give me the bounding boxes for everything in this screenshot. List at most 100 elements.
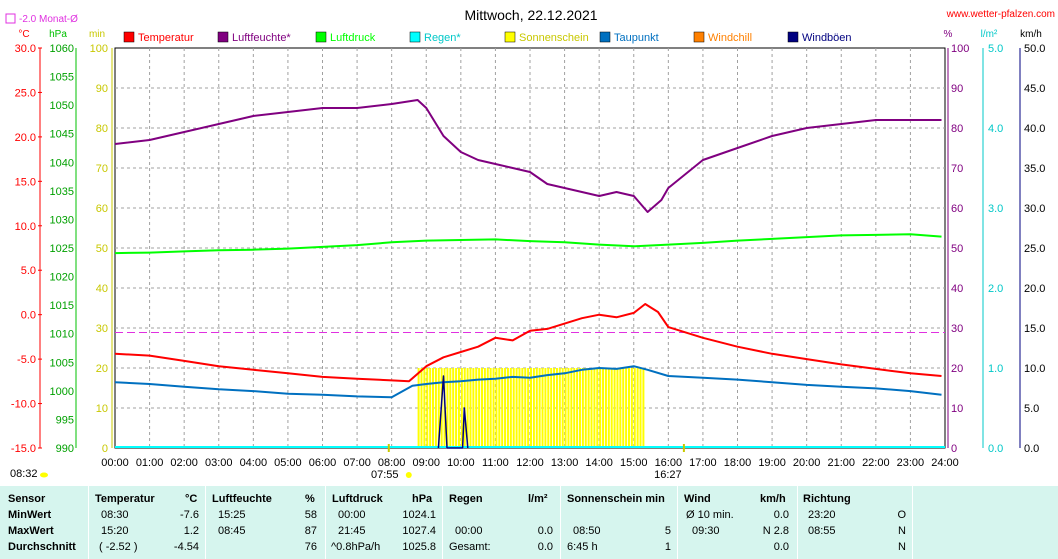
x-tick-label: 23:00 [897,457,925,469]
minutes-tick-label: 10 [96,403,108,415]
minutes-tick-label: 80 [96,123,108,135]
sunshine-bar [457,368,460,448]
humidity-tick-label: 0 [951,443,957,455]
wind-tick-label: 25.0 [1024,243,1045,255]
x-tick-label: 14:00 [585,457,613,469]
legend-swatch [693,31,705,43]
rain-tick-label: 4.0 [988,123,1003,135]
sunshine-bar [509,368,512,448]
cell-temp-time: 08:30 [101,509,129,521]
sunshine-bar [567,368,570,448]
legend-entry: Windchill [708,32,752,44]
legend-swatch [599,31,611,43]
sunshine-bar [561,368,564,448]
x-tick-label: 16:00 [655,457,683,469]
sunshine-bar [538,368,541,448]
humidity-tick-label: 100 [951,43,969,55]
temp-tick-label: -5.0 [17,354,36,366]
cell-temp-time: 15:20 [101,525,129,537]
hdr-temperatur: Temperatur [95,493,155,505]
legend-entry: Sonnenschein [519,32,589,44]
row-label: Durchschnitt [8,541,76,553]
pressure-unit: hPa [49,29,67,40]
legend-swatch [409,31,421,43]
cell-wind-val: 0.0 [773,509,789,521]
minutes-tick-label: 70 [96,163,108,175]
sunshine-bar [449,368,452,448]
sunshine-bar [515,368,518,448]
sunshine-bar [578,368,581,448]
sunshine-bar [429,368,432,448]
sunshine-bar [642,368,645,448]
x-tick-label: 13:00 [551,457,579,469]
sunshine-bar [527,368,530,448]
sunshine-bar [481,368,484,448]
sunshine-bar [437,368,440,448]
x-tick-label: 22:00 [862,457,890,469]
temp-tick-label: 15.0 [15,176,36,188]
sunshine-bar [492,368,495,448]
temp-tick-label: -15.0 [11,443,36,455]
month-avg-label: -2.0 Monat-Ø [19,14,78,25]
hdr-luftfeuchte-unit: % [305,493,315,505]
x-tick-label: 00:00 [101,457,129,469]
legend: Temperatur Luftfeuchte* Luftdruck Regen* Son… [123,31,852,44]
sunshine-bar [530,368,532,448]
pressure-tick-label: 1055 [50,72,74,84]
sunshine-bar [558,368,561,448]
rain-tick-label: 0.0 [988,443,1003,455]
minutes-tick-label: 40 [96,283,108,295]
pressure-tick-label: 995 [56,414,74,426]
wind-tick-label: 10.0 [1024,363,1045,375]
humidity-tick-label: 90 [951,83,963,95]
minutes-tick-label: 100 [90,43,108,55]
cell-hum-val: 76 [304,541,317,553]
humidity-tick-label: 40 [951,283,963,295]
pressure-tick-label: 1035 [50,186,74,198]
month-avg-icon [5,13,16,24]
pressure-tick-label: 1050 [50,100,74,112]
sunshine-bar [460,368,463,448]
temp-tick-label: 0.0 [21,310,36,322]
cell-press-time: ^0.8hPa/h [331,541,381,553]
legend-entry: Windböen [802,32,852,44]
weather-chart: Mittwoch, 22.12.2021 www.wetter-pfalzen.… [5,7,1055,481]
x-tick-label: 19:00 [758,457,786,469]
sunshine-bar [616,368,619,448]
sunshine-bar [573,368,576,448]
sunshine-bar [639,368,642,448]
sunshine-bar [596,368,599,448]
cell-sun-val: 5 [664,525,671,537]
sunshine-bar [423,368,426,448]
series-line-windboeen [437,375,469,449]
minutes-tick-label: 20 [96,363,108,375]
pressure-tick-label: 1015 [50,300,74,312]
sunshine-bar [498,368,501,448]
cell-press-time: 21:45 [338,525,366,537]
sunshine-bar [550,368,553,448]
sunshine-bar [478,368,481,448]
sunshine-bar [420,368,423,448]
sunshine-bar [475,368,478,448]
temp-unit: °C [18,29,29,40]
sunshine-bar [599,368,602,448]
sunshine-bar [622,368,625,448]
cell-dir-time: 08:55 [808,525,836,537]
pressure-tick-label: 1010 [50,329,74,341]
temp-tick-label: -10.0 [11,399,36,411]
cell-rain-time: 00:00 [455,525,483,537]
x-tick-label: 09:00 [412,457,440,469]
sunshine-bar [434,368,437,448]
wind-tick-label: 15.0 [1024,323,1045,335]
pressure-tick-label: 1025 [50,243,74,255]
cell-temp-val: -7.6 [180,509,199,521]
wind-tick-label: 40.0 [1024,123,1045,135]
sunshine-bar [432,368,435,448]
wind-tick-label: 0.0 [1024,443,1039,455]
cell-dir-val: N [898,541,906,553]
sunshine-bar [504,368,507,448]
legend-entry: Taupunkt [614,32,659,44]
cell-hum-val: 58 [304,509,317,521]
legend-swatch [217,31,229,43]
sunshine-bar [607,368,610,448]
